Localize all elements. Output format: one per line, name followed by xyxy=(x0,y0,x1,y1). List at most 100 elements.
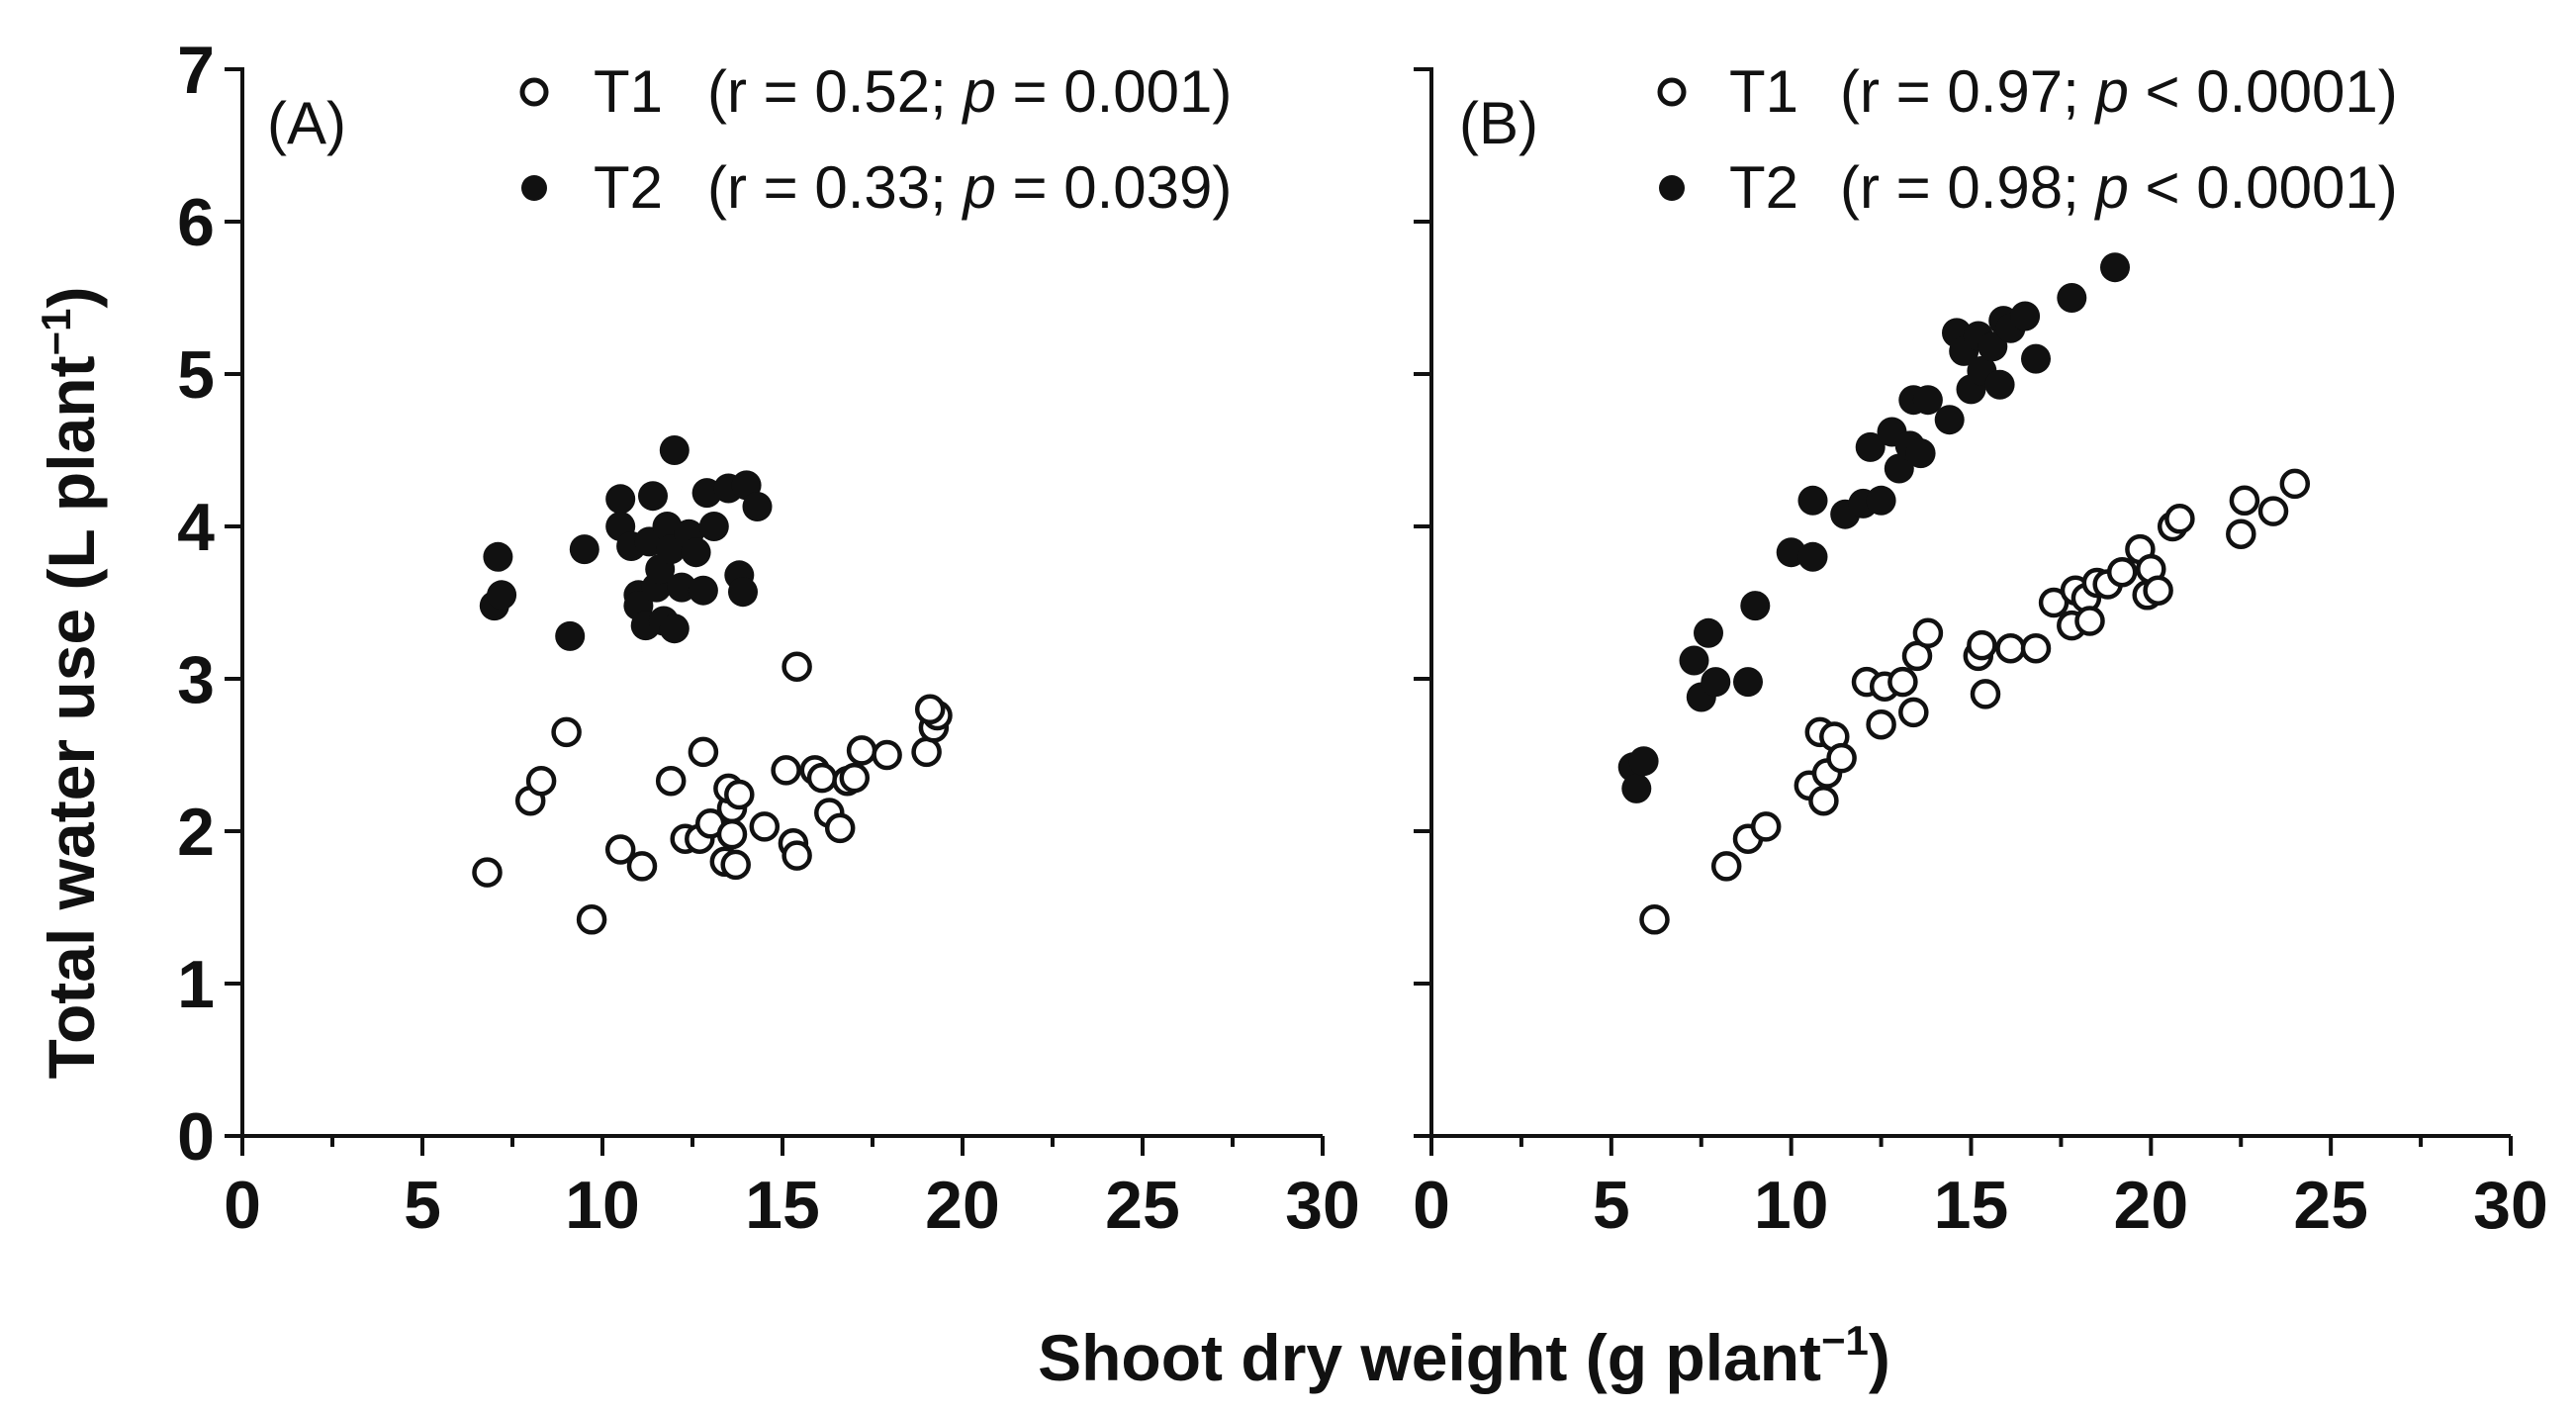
data-point-t1 xyxy=(2229,485,2260,517)
data-point-t2 xyxy=(1694,617,1723,648)
data-point-t1 xyxy=(724,779,755,810)
panel-b-series-t1 xyxy=(1639,468,2311,935)
panel-a-y-tick-label: 4 xyxy=(177,490,215,565)
panel-a-label: (A) xyxy=(267,90,346,156)
legend-t2-stats: (r = 0.98; p < 0.0001) xyxy=(1840,154,2398,221)
data-point-t1 xyxy=(1970,679,2001,709)
data-point-t1 xyxy=(2226,519,2256,549)
data-point-t1 xyxy=(839,762,871,794)
legend-t2-name: T2 xyxy=(1729,154,1798,221)
panel-a-y-tick-label: 3 xyxy=(177,642,215,717)
legend-t2-marker xyxy=(1659,175,1685,201)
legend-t2-marker xyxy=(521,175,547,201)
panel-b-chart: 0 5 10 15 20 25 30 (B) T1 (r = 0.97; p < 0.000… xyxy=(1413,58,2548,1243)
data-point-t2 xyxy=(1628,746,1659,777)
panel-a-y-tick-label: 0 xyxy=(177,1099,215,1175)
data-point-t1 xyxy=(472,857,503,888)
data-point-t2 xyxy=(569,534,599,565)
panel-a-legend: T1 (r = 0.52; p = 0.001) T2 (r = 0.33; p… xyxy=(519,58,1232,221)
data-point-t1 xyxy=(720,849,751,881)
data-point-t2 xyxy=(1978,331,2008,362)
data-point-t2 xyxy=(1855,431,1886,462)
x-axis-title: Shoot dry weight (g plant−1) xyxy=(1038,1317,1890,1394)
data-point-t2 xyxy=(659,435,690,465)
data-point-t2 xyxy=(728,577,758,608)
data-point-t1 xyxy=(2257,496,2289,526)
data-point-t1 xyxy=(846,735,877,766)
data-point-t1 xyxy=(782,840,812,871)
data-point-t2 xyxy=(1905,438,1936,469)
panel-b-label: (B) xyxy=(1459,90,1538,156)
legend-t1-marker xyxy=(519,77,549,107)
panel-a-y-tick-label: 2 xyxy=(177,795,215,870)
data-point-t1 xyxy=(1639,904,1670,935)
data-point-t1 xyxy=(1710,851,1742,882)
data-point-t2 xyxy=(1797,541,1828,572)
data-point-t2 xyxy=(638,481,668,512)
data-point-t1 xyxy=(1826,742,1857,774)
data-point-t2 xyxy=(2010,301,2041,331)
panel-a-series-t1 xyxy=(472,651,953,935)
data-point-t2 xyxy=(555,620,586,651)
legend-t1-marker xyxy=(1657,77,1687,107)
panel-b-x-tick-label: 15 xyxy=(1934,1168,2009,1243)
data-point-t1 xyxy=(1967,629,1997,661)
data-point-t1 xyxy=(1995,632,2026,664)
data-point-t2 xyxy=(1701,667,1731,698)
panel-a-x-tick-label: 20 xyxy=(925,1168,1000,1243)
panel-a-y-tick-label: 1 xyxy=(177,947,215,1022)
data-point-t1 xyxy=(824,812,856,844)
data-point-t2 xyxy=(483,541,513,572)
panel-a-x-tick-label: 30 xyxy=(1285,1168,1360,1243)
panel-a-y-tick-label: 6 xyxy=(177,185,215,260)
data-point-t2 xyxy=(698,512,729,541)
data-point-t1 xyxy=(782,651,812,682)
data-point-t1 xyxy=(1898,697,1929,728)
data-point-t2 xyxy=(1866,485,1896,516)
data-point-t1 xyxy=(1808,785,1839,816)
panel-a-x-tick-label: 5 xyxy=(404,1168,441,1243)
data-point-t2 xyxy=(688,575,718,606)
panel-b-x-tick-label: 0 xyxy=(1413,1168,1450,1243)
panel-b-legend: T1 (r = 0.97; p < 0.0001) T2 (r = 0.98; … xyxy=(1657,58,2398,221)
data-point-t2 xyxy=(1679,645,1709,676)
data-point-t2 xyxy=(487,580,517,611)
panel-b-x-tick-label: 10 xyxy=(1754,1168,1829,1243)
data-point-t1 xyxy=(551,716,582,748)
y-axis-title: Total water use (L plant−1) xyxy=(33,287,108,1080)
data-point-t2 xyxy=(1984,369,2015,400)
data-point-t2 xyxy=(1912,385,1943,416)
data-point-t1 xyxy=(626,851,658,882)
data-point-t1 xyxy=(1912,617,1944,649)
data-point-t1 xyxy=(1887,666,1918,698)
legend-t1-stats: (r = 0.52; p = 0.001) xyxy=(707,58,1232,125)
data-point-t1 xyxy=(749,811,781,842)
data-point-t2 xyxy=(681,537,711,568)
data-point-t1 xyxy=(2106,556,2138,588)
data-point-t1 xyxy=(2143,575,2173,606)
panel-b-x-tick-label: 30 xyxy=(2473,1168,2548,1243)
panel-b-x-tick-label: 25 xyxy=(2293,1168,2368,1243)
legend-t2-stats: (r = 0.33; p = 0.039) xyxy=(707,154,1232,221)
data-point-t1 xyxy=(604,834,636,865)
data-point-t2 xyxy=(1884,453,1914,484)
data-point-t1 xyxy=(2074,606,2105,636)
data-point-t2 xyxy=(1733,667,1763,698)
data-point-t2 xyxy=(742,492,773,521)
data-point-t1 xyxy=(914,694,946,725)
data-point-t2 xyxy=(1740,591,1771,621)
data-point-t2 xyxy=(1621,773,1652,803)
data-point-t1 xyxy=(2279,468,2311,500)
data-point-t1 xyxy=(1866,708,1896,740)
panel-a-chart: 0 5 10 15 20 25 30 0 1 2 3 4 5 6 7 (A) T1 (r = 0.52; p… xyxy=(177,33,1360,1243)
panel-a-x-tick-label: 25 xyxy=(1105,1168,1180,1243)
panel-a-x-tick-label: 15 xyxy=(745,1168,820,1243)
legend-t2-name: T2 xyxy=(594,154,663,221)
panel-b-series-t2 xyxy=(1617,252,2130,803)
panel-a-series-t2 xyxy=(479,435,773,651)
panel-a-y-tick-label: 7 xyxy=(177,33,215,108)
data-point-t2 xyxy=(1797,485,1828,516)
data-point-t1 xyxy=(771,755,801,786)
data-point-t2 xyxy=(659,613,690,644)
